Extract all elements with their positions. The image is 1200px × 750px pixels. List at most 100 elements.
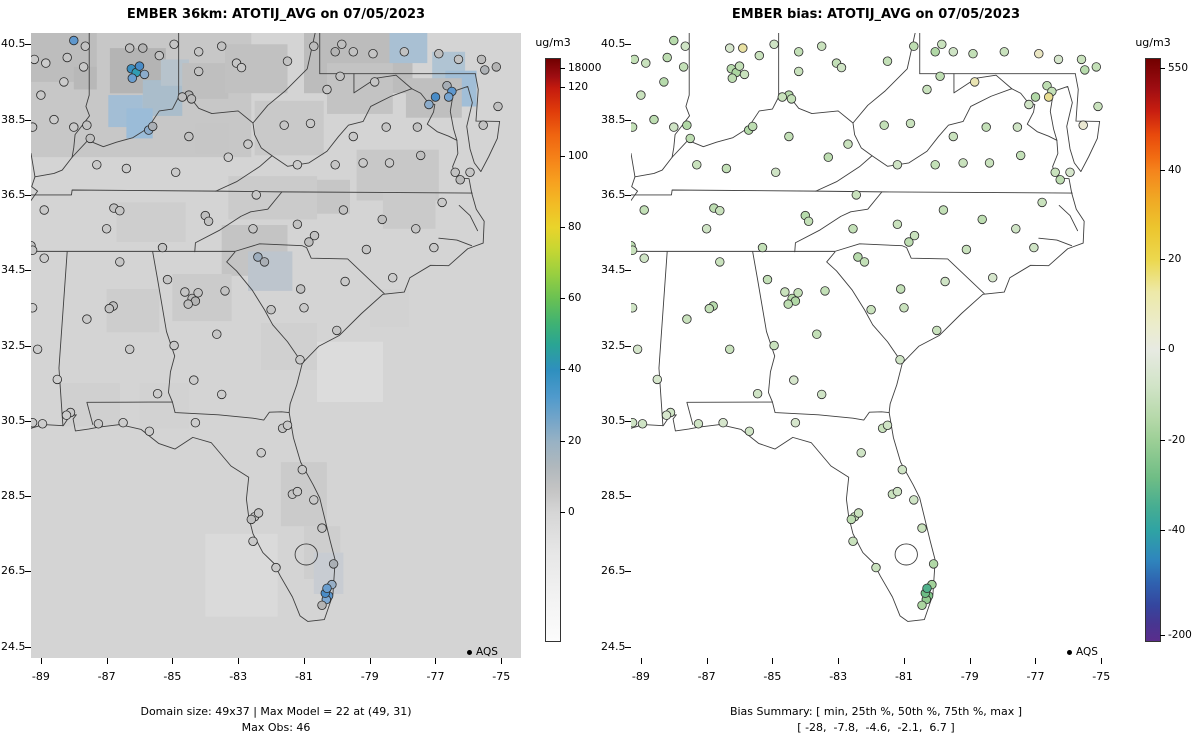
station-point [1091,62,1102,72]
x-tick-label: -83 [829,670,848,683]
station-point [846,514,857,525]
raster-cell [195,123,229,154]
station-point [295,355,305,365]
colorbar-tick-label: 100 [568,149,589,162]
y-tick-label: 40.5 [1,37,26,51]
station-point [31,418,38,428]
station-point [793,47,804,57]
raster-cell [205,533,278,617]
station-point [899,303,909,313]
station-point [1076,54,1087,65]
station-point [216,41,227,51]
station-point [922,84,932,95]
colorbar-tick-label: 550 [1168,61,1189,74]
y-tick-label: 28.5 [601,489,626,503]
station-point [790,418,801,428]
station-point [348,47,359,57]
station-point [1050,167,1060,178]
station-point [279,120,289,130]
y-tick-mark [25,119,31,121]
x-tick-label: -85 [763,670,782,683]
station-point [304,237,314,247]
station-point [31,303,38,313]
colorbar-tick-label: 20 [1168,252,1182,265]
station-point [769,39,779,50]
station-point [253,252,263,262]
station-point [649,114,659,125]
station-point [335,71,345,82]
station-point [896,284,906,294]
x-tick-mark [106,658,108,664]
x-tick-mark [435,658,437,664]
station-point [292,160,303,170]
panel-model: EMBER 36km: ATOTIJ_AVG on 07/05/2023 AQS… [1,7,601,734]
panel-bias: EMBER bias: ATOTIJ_AVG on 07/05/2023 AQS… [600,0,1200,750]
station-point [138,43,148,53]
station-point [31,54,39,65]
raster-cell [389,33,428,64]
station-point [399,47,410,57]
station-point [193,66,204,77]
y-tick-mark [625,496,631,498]
station-point [879,120,889,130]
panel-title: EMBER bias: ATOTIJ_AVG on 07/05/2023 [731,7,1021,22]
station-point [853,252,863,262]
x-tick-mark [1101,658,1103,664]
station-point [282,420,293,431]
x-tick-label: -79 [360,670,379,683]
station-point [859,257,870,267]
y-tick-mark [625,646,631,648]
y-tick-label: 40.5 [601,37,626,51]
station-point [69,35,79,46]
footer-bias-summary-header: Bias Summary: [ min, 25th %, 50th %, 75t… [729,705,1023,718]
colorbar-tick-mark [560,511,565,513]
station-point [361,244,372,255]
station-point [851,190,862,200]
colorbar-tick-mark [1160,67,1165,69]
y-tick-mark [625,345,631,347]
station-point [309,230,320,241]
colorbar-tick-label: 20 [568,434,582,447]
y-tick-mark [625,420,631,422]
colorbar-tick-label: -200 [1168,628,1192,641]
y-tick-mark [625,194,631,196]
station-point [680,41,691,51]
footer-domain-size: Domain size: 49x37 | Max Model = 22 at (… [140,705,412,718]
y-tick-label: 30.5 [1,413,26,427]
colorbar-tick-mark [560,297,565,299]
station-point [930,160,940,170]
station-point [493,101,503,112]
station-point [803,216,814,227]
aqs-legend: AQS [1067,646,1098,658]
colorbar-tick-mark [1160,634,1165,636]
station-point [659,77,669,87]
station-point [724,43,735,53]
station-point [203,216,214,227]
colorbar-tick-mark [560,368,565,370]
station-point [784,131,794,142]
footer-bias-summary-values: [ -28, -7.8, -4.6, -2.1, 6.7 ] [797,721,955,734]
y-tick-label: 34.5 [1,263,26,277]
colorbar-tick-mark [560,226,565,228]
colorbar-tick-label: 120 [568,81,589,94]
station-point [948,47,959,57]
station-point [444,92,454,102]
station-point [39,205,49,215]
y-tick-label: 24.5 [1,639,26,653]
station-point [299,303,309,313]
station-point [429,242,439,253]
station-point [1044,92,1054,102]
station-point [727,73,738,83]
station-point [358,158,368,168]
colorbar-unit-label: ug/m3 [1135,36,1171,49]
raster-cell [369,289,410,327]
station-point [685,133,695,144]
y-tick-label: 30.5 [601,413,626,427]
station-point [935,71,945,82]
station-point [948,131,959,142]
x-tick-label: -81 [894,670,913,683]
raster-cell [225,44,288,94]
station-point [754,50,765,61]
station-point [52,374,63,385]
station-point [292,219,303,230]
